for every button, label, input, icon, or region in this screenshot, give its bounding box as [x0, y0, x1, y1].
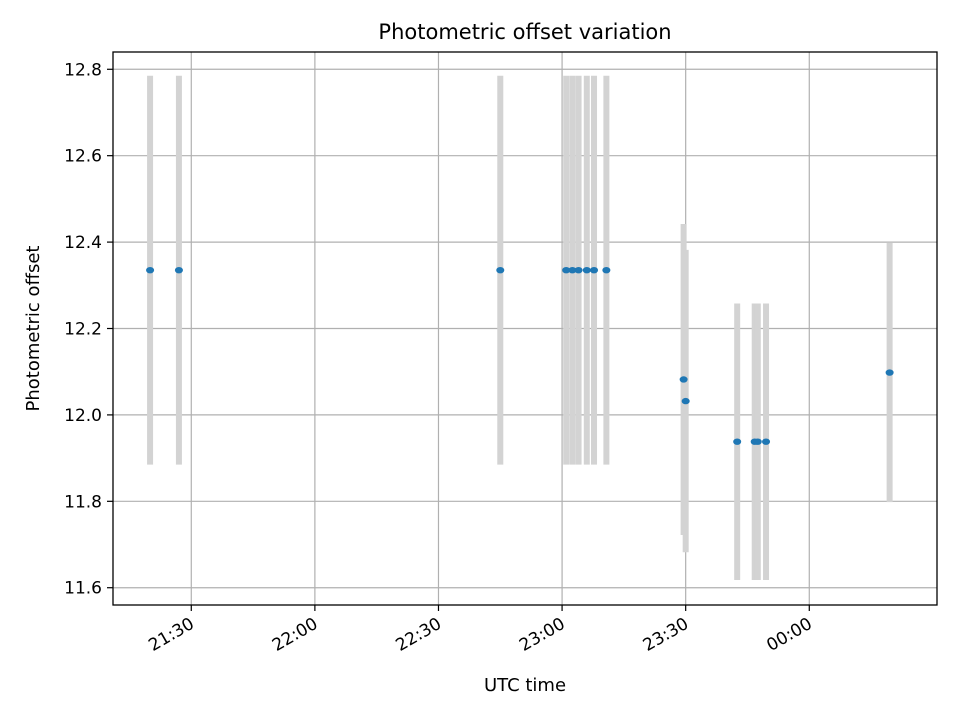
data-point — [174, 266, 183, 274]
data-point — [753, 438, 762, 445]
chart-title: Photometric offset variation — [378, 20, 671, 44]
data-point — [762, 438, 771, 445]
y-tick-label: 12.2 — [64, 320, 102, 340]
data-point — [590, 266, 599, 274]
y-tick-label: 11.6 — [64, 579, 102, 599]
data-point — [562, 266, 571, 274]
data-point — [681, 397, 690, 405]
grid-layer — [113, 52, 937, 605]
data-point — [582, 266, 591, 274]
y-tick-label: 11.8 — [64, 492, 102, 512]
y-tick-label: 12.4 — [64, 233, 102, 253]
x-axis-label: UTC time — [484, 675, 566, 696]
y-tick-label: 12.6 — [64, 147, 102, 167]
data-point — [679, 376, 688, 383]
data-point — [733, 438, 742, 445]
point-layer — [146, 266, 894, 445]
y-tick-label: 12.8 — [64, 60, 102, 80]
y-axis-label: Photometric offset — [23, 246, 44, 412]
data-point — [602, 266, 611, 274]
data-point — [496, 266, 505, 274]
data-point — [568, 266, 577, 274]
data-point — [574, 266, 583, 274]
data-point — [885, 369, 894, 376]
y-tick-label: 12.0 — [64, 406, 102, 426]
data-point — [146, 266, 155, 274]
